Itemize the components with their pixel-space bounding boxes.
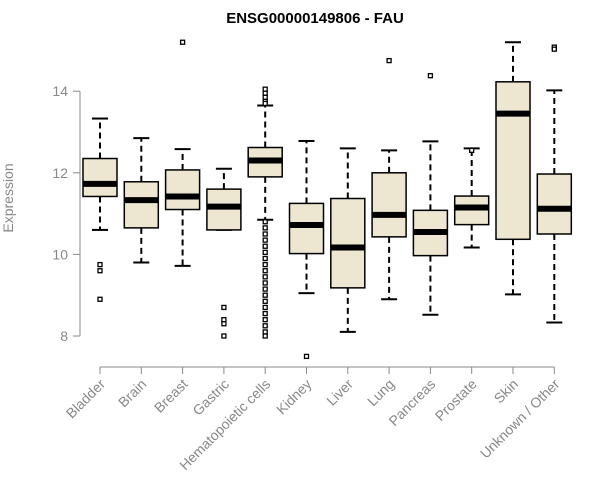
outlier-point <box>303 353 310 360</box>
y-axis: 8 10 12 14 <box>52 83 81 344</box>
outlier-point <box>262 100 268 107</box>
box-group <box>82 117 118 302</box>
chart-title: ENSG00000149806 - FAU <box>226 10 404 27</box>
outlier-point <box>262 90 268 96</box>
outlier-point <box>262 243 268 249</box>
outlier-point <box>262 249 268 256</box>
y-tick-label: 14 <box>52 83 68 99</box>
outlier-point <box>262 261 268 268</box>
y-tick-label: 10 <box>52 246 68 262</box>
box-group <box>495 41 531 296</box>
outlier-point <box>97 296 103 302</box>
iqr-box <box>288 202 325 255</box>
outlier-point <box>262 237 268 243</box>
category-label: Kidney <box>273 376 315 418</box>
outlier-point <box>262 255 268 262</box>
box-group <box>371 57 407 301</box>
category-label: Lung <box>364 376 397 409</box>
iqr-box <box>495 81 531 241</box>
outlier-point <box>427 73 434 79</box>
outlier-point <box>262 280 268 286</box>
box-group <box>247 86 283 339</box>
iqr-box <box>82 157 118 198</box>
outlier-point <box>262 292 268 298</box>
outlier-point <box>262 268 268 274</box>
category-label: Brain <box>115 376 149 410</box>
box-group <box>412 73 449 316</box>
box-group <box>453 147 490 249</box>
y-axis-label: Expression <box>0 163 16 232</box>
iqr-box <box>536 173 573 235</box>
outlier-point <box>262 286 268 292</box>
box-group <box>536 44 573 324</box>
outlier-point <box>262 225 268 231</box>
outlier-point <box>221 304 227 311</box>
outlier-point <box>262 304 268 311</box>
y-tick-label: 8 <box>60 328 68 344</box>
outlier-point <box>179 39 186 45</box>
iqr-box <box>164 169 201 211</box>
box-group <box>164 39 201 267</box>
iqr-box <box>123 181 160 229</box>
category-label: Prostate <box>432 376 480 424</box>
box-group <box>330 147 366 333</box>
outlier-point <box>262 323 268 329</box>
outlier-point <box>262 298 268 304</box>
box-group <box>123 137 160 264</box>
outlier-point <box>221 321 227 327</box>
iqr-box <box>330 197 366 289</box>
outlier-point <box>262 310 268 317</box>
outlier-point <box>262 274 268 280</box>
outlier-point <box>262 219 268 225</box>
iqr-box <box>371 172 407 238</box>
outlier-point <box>262 231 268 237</box>
y-tick-label: 12 <box>52 165 68 181</box>
outlier-point <box>386 57 392 64</box>
outlier-point <box>262 94 268 100</box>
outlier-point <box>469 147 475 154</box>
category-label: Skin <box>491 376 522 407</box>
category-label: Liver <box>323 376 356 409</box>
box-group <box>206 167 242 339</box>
category-label: Bladder <box>63 376 109 422</box>
outlier-point <box>262 329 268 335</box>
outlier-point <box>262 333 268 339</box>
outlier-point <box>97 268 103 274</box>
outlier-point <box>221 333 227 339</box>
outlier-point <box>262 86 268 92</box>
x-axis <box>99 366 555 374</box>
outlier-point <box>262 317 268 323</box>
category-label: Breast <box>151 376 191 416</box>
outlier-point <box>221 317 227 323</box>
box-group <box>288 139 325 360</box>
outlier-point <box>97 261 103 268</box>
outlier-point <box>551 46 557 52</box>
boxes-group <box>82 39 573 360</box>
